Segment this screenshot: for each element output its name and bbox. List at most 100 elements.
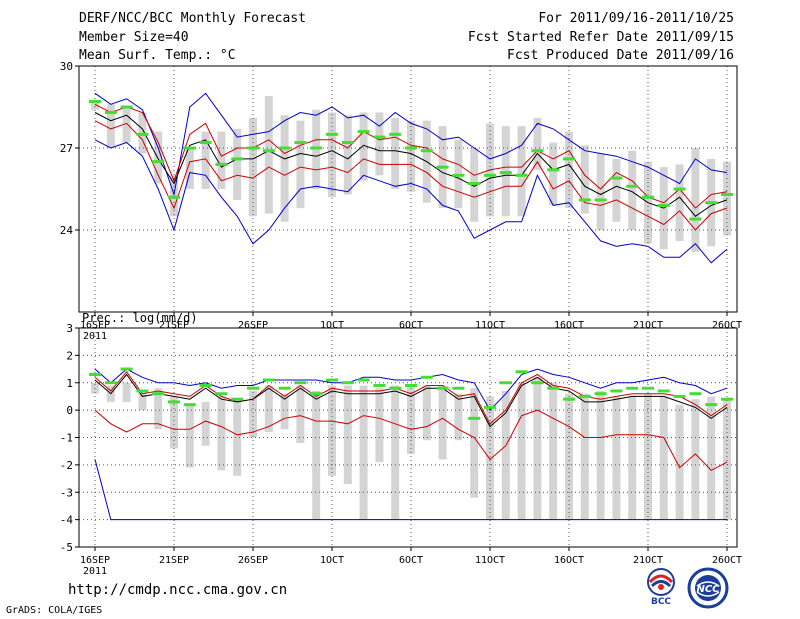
temp-observed-marker xyxy=(626,184,639,188)
temp-spread-bar xyxy=(596,153,605,230)
temp-spread-bar xyxy=(407,120,415,192)
temp-spread-bar xyxy=(580,145,589,214)
temp-spread-bar xyxy=(391,117,400,189)
temp-spread-bar xyxy=(675,164,684,241)
temp-line-max xyxy=(94,92,728,197)
prec-observed-marker xyxy=(152,392,165,396)
temp-observed-marker xyxy=(294,141,307,145)
prec-spread-bar xyxy=(391,385,400,520)
prec-spread-bar xyxy=(596,390,605,520)
temp-observed-marker xyxy=(247,146,259,150)
prec-observed-marker xyxy=(657,389,670,393)
prec-spread-bar xyxy=(122,382,131,402)
prec-x-tick-label: 26OCT xyxy=(712,555,742,566)
prec-line-mean xyxy=(94,373,728,428)
prec-y-tick-label: 3 xyxy=(66,322,73,335)
temp-observed-marker xyxy=(563,157,575,161)
prec-spread-bar xyxy=(264,385,273,433)
prec-spread-bar xyxy=(486,396,494,520)
prec-y-tick-label: -3 xyxy=(60,486,73,499)
prec-observed-marker xyxy=(499,381,512,385)
prec-line-max xyxy=(94,368,728,411)
prec-y-tick-label: 1 xyxy=(66,377,73,390)
ncc-logo: NCC xyxy=(684,566,732,610)
prec-observed-marker xyxy=(515,370,528,374)
prec-spread-bar xyxy=(470,388,479,498)
prec-spread-bar xyxy=(343,385,352,485)
temp-observed-marker xyxy=(468,182,481,186)
prec-spread-bar xyxy=(407,385,415,454)
prec-spread-bar xyxy=(185,404,194,468)
temp-spread-bar xyxy=(296,120,305,209)
prec-observed-marker xyxy=(673,394,686,398)
prec-spread-bar xyxy=(533,377,542,520)
temp-spread-bar xyxy=(106,104,115,148)
temp-observed-marker xyxy=(89,100,101,104)
temp-spread-bar xyxy=(612,158,621,222)
source-url[interactable]: http://cmdp.ncc.cma.gov.cn xyxy=(68,582,288,598)
prec-y-tick-label: -5 xyxy=(60,541,73,554)
prec-observed-marker xyxy=(484,405,496,409)
prec-observed-marker xyxy=(247,386,259,390)
prec-observed-marker xyxy=(183,403,196,407)
prec-y-tick-label: 0 xyxy=(66,404,73,417)
prec-observed-marker xyxy=(104,381,117,385)
temp-x-tick-label: 1OCT xyxy=(320,320,344,331)
temp-observed-marker xyxy=(262,149,275,153)
prec-observed-marker xyxy=(120,367,133,371)
prec-observed-marker xyxy=(294,381,307,385)
temp-observed-marker xyxy=(373,135,386,139)
prec-observed-marker xyxy=(89,373,101,377)
temp-observed-marker xyxy=(326,132,338,136)
temp-observed-marker xyxy=(499,171,512,175)
prec-panel-title: Prec.: log(mm/d) xyxy=(82,311,198,325)
prec-observed-marker xyxy=(405,383,417,387)
prec-observed-marker xyxy=(231,397,244,401)
prec-observed-marker xyxy=(199,383,212,387)
prec-observed-marker xyxy=(373,383,386,387)
temp-observed-marker xyxy=(657,203,670,207)
temp-line-min xyxy=(94,139,728,264)
prec-observed-marker xyxy=(452,386,465,390)
title: DERF/NCC/BCC Monthly Forecast xyxy=(79,11,306,26)
prec-observed-marker xyxy=(389,386,402,390)
temp-observed-marker xyxy=(642,195,654,199)
temp-observed-marker xyxy=(152,160,165,164)
prec-spread-bar xyxy=(707,396,716,520)
prec-spread-bar xyxy=(154,388,163,430)
prec-observed-marker xyxy=(215,392,228,396)
prec-spread-bar xyxy=(138,393,147,411)
temp-observed-marker xyxy=(515,173,528,177)
temp-observed-marker xyxy=(405,146,417,150)
prec-observed-marker xyxy=(578,394,591,398)
temp-line-upper xyxy=(94,103,728,209)
prec-x-tick-label: 21OCT xyxy=(633,555,663,566)
temp-spread-bar xyxy=(375,112,384,176)
temp-spread-bar xyxy=(185,148,194,189)
prec-spread-bar xyxy=(612,396,621,520)
prec-observed-marker xyxy=(262,378,275,382)
temp-spread-bar xyxy=(122,107,131,143)
temp-observed-marker xyxy=(357,130,370,134)
prec-x-tick-label: 16OCT xyxy=(554,555,584,566)
temp-observed-marker xyxy=(168,195,180,199)
prec-spread-bar xyxy=(359,385,368,520)
temp-spread-bar xyxy=(533,117,542,170)
prec-spread-bar xyxy=(580,393,589,520)
prec-x-tick-label: 21SEP xyxy=(159,555,189,566)
ncc-logo-text: NCC xyxy=(696,584,720,595)
prec-x-tick-label: 16SEP xyxy=(80,555,110,566)
prec-observed-marker xyxy=(610,389,623,393)
prec-spread-bar xyxy=(233,399,242,476)
temp-observed-marker xyxy=(420,149,433,153)
temp-observed-marker xyxy=(721,192,733,196)
prec-observed-marker xyxy=(721,397,733,401)
temp-spread-bar xyxy=(691,148,700,252)
temp-observed-marker xyxy=(310,146,323,150)
prec-line-upper xyxy=(94,370,728,425)
grads-credit: GrADS: COLA/IGES xyxy=(6,605,103,616)
prec-observed-marker xyxy=(689,392,702,396)
fcst-produced-date: Fcst Produced Date 2011/09/16 xyxy=(507,48,734,63)
